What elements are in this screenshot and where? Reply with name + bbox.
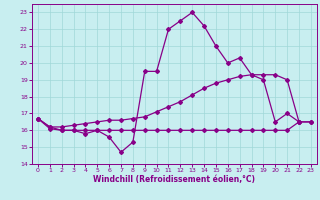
X-axis label: Windchill (Refroidissement éolien,°C): Windchill (Refroidissement éolien,°C): [93, 175, 255, 184]
